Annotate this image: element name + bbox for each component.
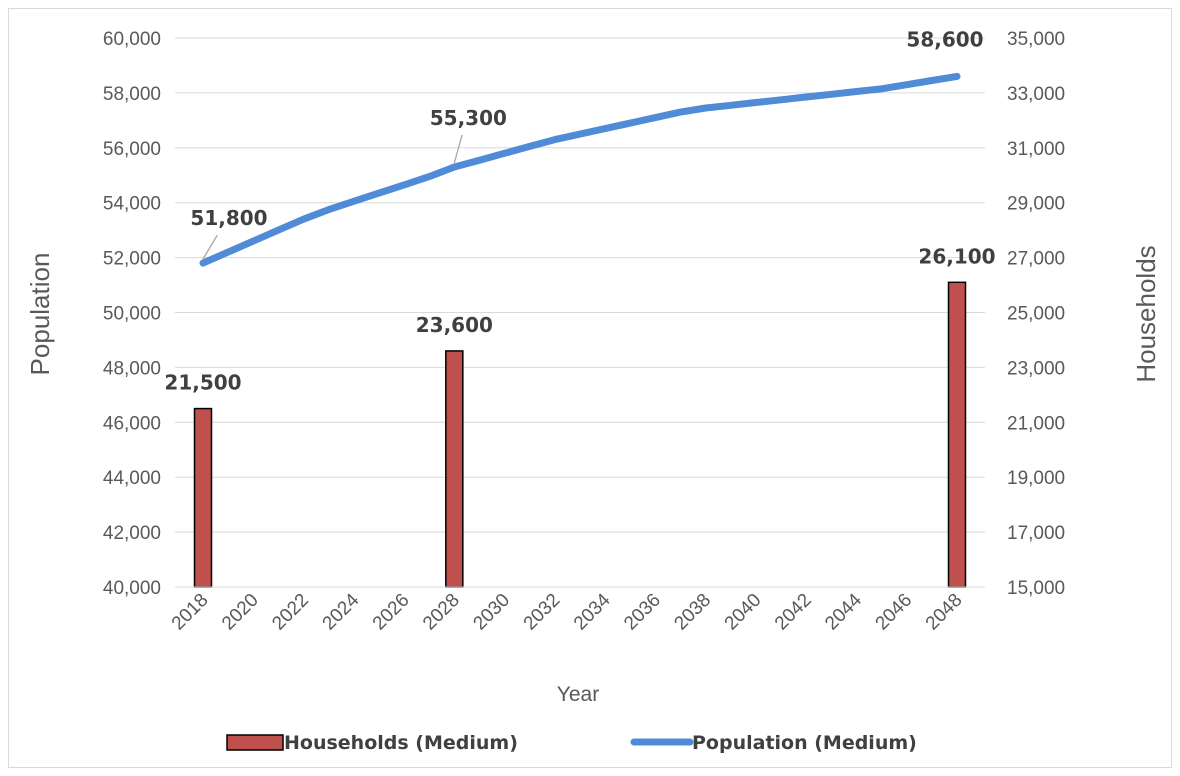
y-right-tick-label: 27,000 (1007, 249, 1065, 270)
y-left-tick-label: 56,000 (103, 139, 161, 160)
household-bar-label: 26,100 (918, 244, 995, 268)
y-right-tick-label: 25,000 (1007, 304, 1065, 325)
households-bars (193, 281, 967, 588)
population-line (199, 72, 961, 267)
x-tick-label: 2030 (469, 590, 514, 635)
x-tick-label: 2022 (268, 590, 313, 635)
x-tick-label: 2034 (570, 589, 615, 634)
legend-households-swatch (226, 734, 284, 751)
y-right-tick-label: 23,000 (1007, 358, 1065, 379)
y-left-tick-label: 46,000 (103, 413, 161, 434)
household-bar (193, 407, 213, 588)
x-tick-label: 2038 (670, 590, 715, 635)
population-point-label: 55,300 (430, 106, 507, 130)
y-left-tick-label: 42,000 (103, 523, 161, 544)
household-bar-label: 23,600 (416, 313, 493, 337)
population-point-label: 58,600 (906, 27, 983, 51)
y-right-tick-label: 21,000 (1007, 413, 1065, 434)
y-right-tick-label: 33,000 (1007, 84, 1065, 105)
legend-households-label: Households (Medium) (284, 732, 518, 754)
y-right-tick-label: 29,000 (1007, 194, 1065, 215)
x-axis: 2018 2020 2022 2024 2026 2028 2030 2032 2034 2036… (168, 586, 985, 635)
population-label-leader (453, 134, 463, 164)
x-tick-label: 2018 (168, 590, 213, 635)
y-left-tick-label: 50,000 (103, 304, 161, 325)
y-axis-right: 15,000 17,000 19,000 21,000 23,000 25,000 27,0… (1007, 29, 1065, 599)
x-tick-label: 2040 (721, 590, 766, 635)
household-bar (445, 350, 464, 588)
y-left-tick-label: 58,000 (103, 84, 161, 105)
x-tick-label: 2044 (821, 589, 866, 634)
gridlines (175, 37, 985, 588)
population-label-leader (202, 234, 218, 260)
x-tick-label: 2024 (319, 589, 364, 634)
population-point-label: 51,800 (190, 206, 267, 230)
x-tick-label: 2026 (369, 590, 414, 635)
data-labels: 21,500 23,600 26,100 51,800 55,300 58,600 (164, 27, 995, 394)
y-right-tick-label: 19,000 (1007, 468, 1065, 489)
y-right-tick-label: 15,000 (1007, 578, 1065, 599)
y-left-tick-label: 52,000 (103, 249, 161, 270)
x-tick-label: 2046 (872, 590, 917, 635)
y-axis-right-title: Households (1131, 245, 1161, 382)
y-axis-left-title: Population (25, 253, 55, 376)
y-right-tick-label: 17,000 (1007, 523, 1065, 544)
y-left-tick-label: 40,000 (103, 578, 161, 599)
y-right-tick-label: 31,000 (1007, 139, 1065, 160)
y-axis-left: 40,000 42,000 44,000 46,000 48,000 50,000 52,0… (103, 29, 161, 599)
y-left-tick-label: 60,000 (103, 29, 161, 50)
y-right-tick-label: 35,000 (1007, 29, 1065, 50)
x-tick-label: 2020 (218, 590, 263, 635)
legend-population-label: Population (Medium) (692, 732, 917, 754)
x-axis-title: Year (557, 683, 599, 706)
x-tick-label: 2036 (620, 590, 665, 635)
household-bar-label: 21,500 (164, 371, 241, 395)
x-tick-label: 2032 (520, 590, 565, 635)
x-tick-label: 2042 (771, 590, 816, 635)
y-left-tick-label: 48,000 (103, 358, 161, 379)
x-tick-label: 2028 (419, 590, 464, 635)
y-left-tick-label: 54,000 (103, 194, 161, 215)
population-line-group (199, 72, 961, 267)
x-tick-label: 2048 (922, 590, 967, 635)
legend: Households (Medium) Population (Medium) (226, 732, 917, 754)
household-bar (947, 281, 967, 588)
y-left-tick-label: 44,000 (103, 468, 161, 489)
